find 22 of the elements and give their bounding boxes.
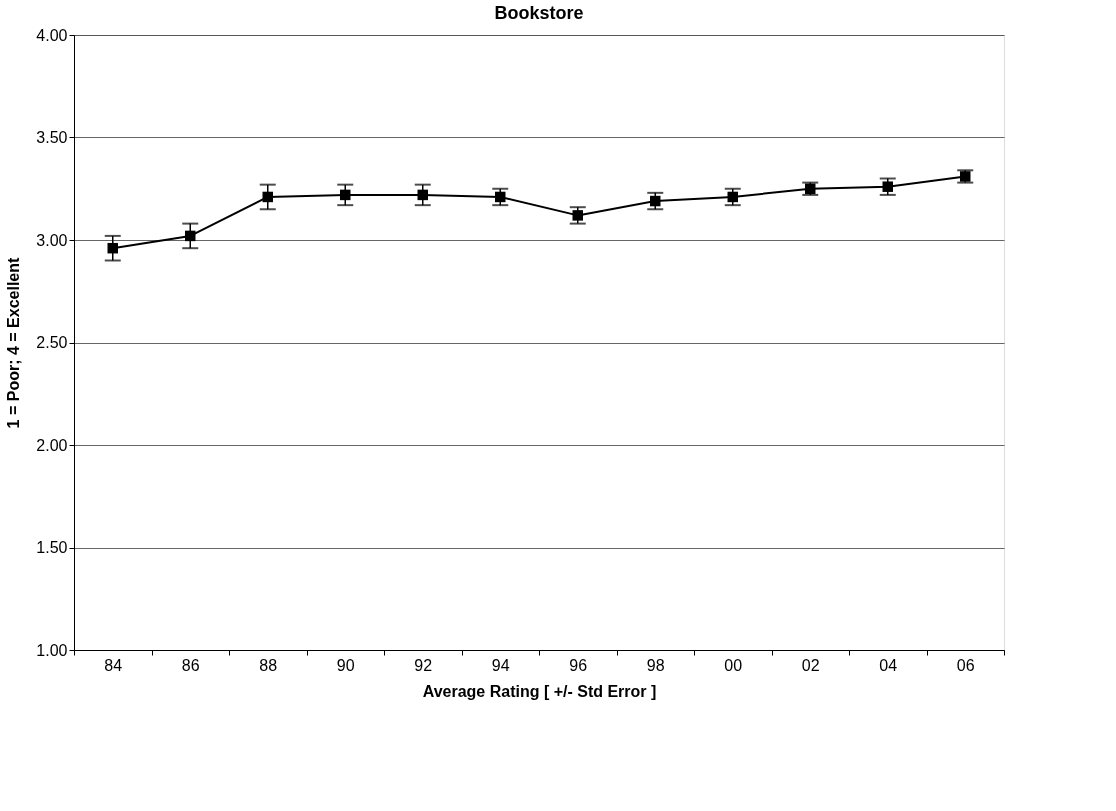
x-tick-label: 90 <box>336 656 355 674</box>
chart-title: Bookstore <box>494 3 584 23</box>
x-tick-label: 92 <box>414 656 433 674</box>
y-tick-label: 2.50 <box>36 334 68 351</box>
x-tick-label: 84 <box>104 656 123 674</box>
x-tick-label: 98 <box>646 656 665 674</box>
y-tick-label: 3.00 <box>36 231 68 249</box>
x-tick-label: 94 <box>491 656 510 674</box>
y-tick-label: 3.50 <box>36 129 68 146</box>
x-tick-label: 96 <box>569 656 588 674</box>
y-tick-label: 1.50 <box>36 539 68 556</box>
y-axis-title: 1 = Poor; 4 = Excellent <box>5 256 23 429</box>
x-tick-label: 00 <box>724 656 743 674</box>
x-axis-title: Average Rating [ +/- Std Error ] <box>422 682 657 700</box>
y-tick-label: 2.00 <box>36 436 68 454</box>
y-tick-label: 1.00 <box>36 641 68 659</box>
x-tick-label: 86 <box>181 656 200 674</box>
x-tick-label: 88 <box>259 656 278 674</box>
x-tick-label: 02 <box>801 656 820 674</box>
x-tick-label: 04 <box>879 656 898 674</box>
x-tick-label: 06 <box>956 656 975 674</box>
y-tick-label: 4.00 <box>36 26 68 44</box>
